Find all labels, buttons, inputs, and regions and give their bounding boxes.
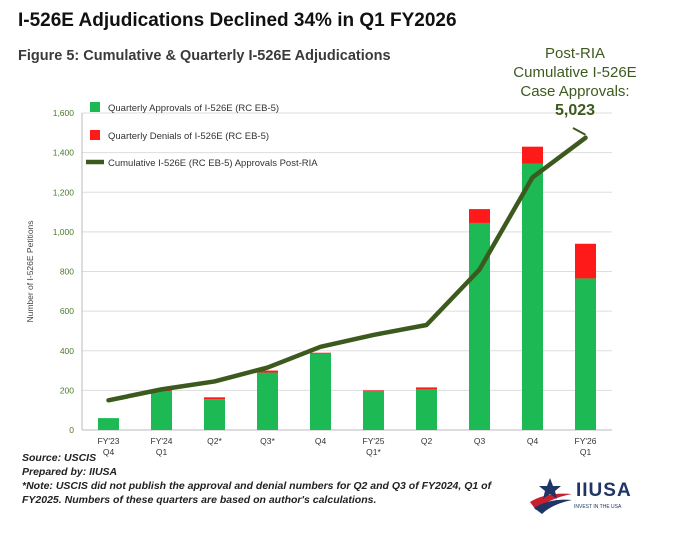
- x-tick-label: FY'26: [575, 436, 597, 446]
- approval-bar: [257, 372, 278, 430]
- annotation-line-3: Case Approvals:: [520, 83, 630, 100]
- x-tick-label: Q2: [421, 436, 433, 446]
- x-tick-label-line2: Q4: [103, 447, 115, 457]
- legend-approvals-swatch: [90, 102, 100, 112]
- legend-denials-label: Quarterly Denials of I-526E (RC EB-5): [108, 131, 269, 142]
- x-tick-label-line2: Q1: [580, 447, 592, 457]
- y-tick-label: 1,600: [53, 108, 75, 118]
- legend-denials-swatch: [90, 130, 100, 140]
- x-tick-label: Q3: [474, 436, 486, 446]
- y-tick-label: 0: [69, 425, 74, 435]
- annotation-line-1: Post-RIA: [544, 45, 605, 62]
- flag-star-icon: [530, 478, 572, 514]
- logo-tagline: INVEST IN THE USA: [574, 504, 622, 510]
- approval-bar: [151, 391, 172, 430]
- denial-bar: [363, 390, 384, 392]
- approval-bar: [310, 353, 331, 430]
- annotation-line-2: Cumulative I-526E: [513, 64, 637, 81]
- page-title: I-526E Adjudications Declined 34% in Q1 …: [18, 10, 457, 31]
- approval-bar: [98, 418, 119, 430]
- approval-bar: [416, 389, 437, 430]
- footer-prepared: Prepared by: IIUSA: [22, 466, 118, 478]
- x-tick-label: Q4: [315, 436, 327, 446]
- footer-source: Source: USCIS: [22, 452, 97, 464]
- y-tick-label: 1,200: [53, 187, 75, 197]
- x-tick-label: Q4: [527, 436, 539, 446]
- denial-bar: [575, 243, 596, 279]
- cumulative-line: [106, 135, 588, 403]
- x-tick-label: FY'23: [98, 436, 120, 446]
- denial-bar: [416, 387, 437, 390]
- iiusa-logo: IIUSA INVEST IN THE USA: [528, 476, 648, 520]
- figure-title: Figure 5: Cumulative & Quarterly I-526E …: [18, 48, 391, 64]
- annotation-leader: [572, 127, 586, 136]
- denial-bar: [257, 370, 278, 373]
- x-tick-label: Q3*: [260, 436, 275, 446]
- y-tick-label: 800: [60, 267, 74, 277]
- y-tick-label: 1,400: [53, 148, 75, 158]
- y-axis-label: Number of I-526E Petitions: [25, 220, 35, 322]
- x-tick-label-line2: Q1*: [366, 447, 381, 457]
- y-tick-label: 1,000: [53, 227, 75, 237]
- footer: Source: USCIS Prepared by: IIUSA *Note: …: [22, 451, 492, 507]
- approval-bar: [363, 391, 384, 430]
- y-tick-label: 600: [60, 306, 74, 316]
- x-tick-label: Q2*: [207, 436, 222, 446]
- y-tick-label: 400: [60, 346, 74, 356]
- x-tick-label: FY'24: [151, 436, 173, 446]
- approval-bar: [522, 163, 543, 430]
- denial-bar: [310, 352, 331, 354]
- denial-bar: [522, 146, 543, 164]
- denial-bar: [204, 397, 225, 400]
- footer-note: *Note: USCIS did not publish the approva…: [22, 480, 492, 506]
- legend-cumulative-label: Cumulative I-526E (RC EB-5) Approvals Po…: [108, 158, 318, 169]
- approval-bar: [204, 399, 225, 430]
- denial-bar: [469, 209, 490, 223]
- logo-text: IIUSA: [576, 480, 632, 501]
- annotation-value: 5,023: [554, 102, 596, 119]
- approval-bar: [575, 278, 596, 430]
- legend-approvals-label: Quarterly Approvals of I-526E (RC EB-5): [108, 103, 279, 114]
- cumulative-annotation: Post-RIA Cumulative I-526E Case Approval…: [495, 44, 655, 120]
- x-tick-label: FY'25: [363, 436, 385, 446]
- x-tick-label-line2: Q1: [156, 447, 168, 457]
- y-tick-label: 200: [60, 385, 74, 395]
